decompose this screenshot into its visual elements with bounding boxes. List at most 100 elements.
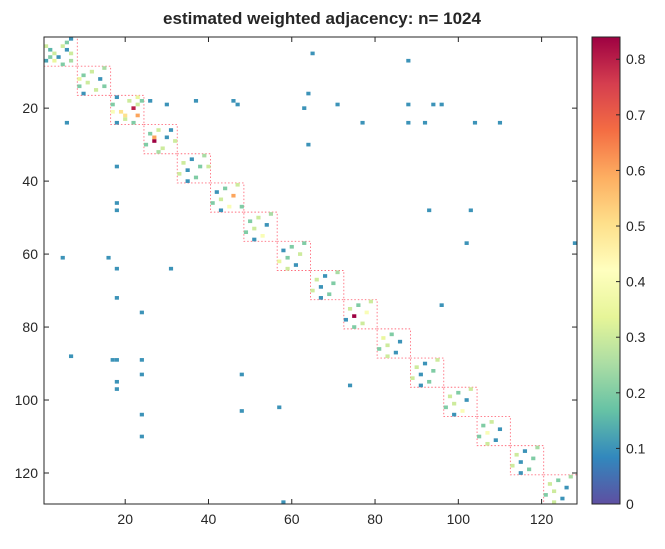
cell	[218, 208, 224, 213]
cell	[439, 102, 444, 107]
cell	[44, 44, 49, 48]
cell	[239, 372, 244, 377]
cell	[306, 91, 311, 96]
cell	[160, 146, 165, 151]
x-tick-label: 20	[117, 511, 133, 527]
cell	[114, 208, 119, 213]
cell	[347, 306, 353, 311]
cell	[139, 99, 144, 103]
cell	[310, 288, 315, 293]
cell	[98, 77, 103, 81]
cell	[252, 237, 257, 242]
cell	[189, 157, 194, 162]
cell	[281, 500, 286, 504]
cell	[377, 347, 382, 351]
cell	[168, 266, 174, 271]
cell	[198, 164, 203, 169]
cell	[235, 182, 240, 187]
cell	[114, 387, 119, 391]
cell	[381, 336, 386, 340]
colorbar-tick-label: 0.5	[626, 218, 646, 234]
chart-title: estimated weighted adjacency: n= 1024	[163, 9, 481, 28]
cell	[281, 248, 286, 253]
cell	[114, 266, 119, 271]
cell	[527, 467, 532, 472]
cell	[289, 244, 294, 249]
cell	[268, 212, 274, 216]
cell	[431, 102, 436, 107]
cell	[131, 106, 136, 110]
cell	[81, 91, 86, 96]
cell	[393, 350, 398, 355]
cell	[85, 80, 90, 85]
cell	[110, 109, 115, 114]
colorbar-tick-label: 0.1	[626, 440, 646, 456]
cell	[193, 175, 199, 180]
x-tick-label: 60	[284, 511, 300, 527]
cell	[360, 120, 365, 125]
cell	[60, 62, 65, 67]
cell	[468, 208, 473, 213]
cell	[102, 84, 107, 89]
cell	[260, 234, 265, 238]
cell	[156, 128, 161, 132]
cell	[139, 434, 144, 439]
adjacency-cells	[44, 37, 577, 504]
cell	[110, 358, 115, 362]
cell	[302, 106, 307, 110]
cell	[302, 241, 307, 245]
cell	[193, 99, 199, 103]
cell	[214, 190, 219, 194]
cell	[427, 208, 432, 213]
cell	[231, 99, 236, 103]
cell	[556, 478, 561, 483]
cell	[518, 460, 523, 464]
cell	[547, 482, 553, 486]
cell	[485, 441, 490, 446]
cell	[68, 354, 74, 359]
cell	[406, 120, 411, 125]
cell	[114, 296, 119, 300]
cell	[460, 409, 465, 413]
cell	[156, 150, 161, 154]
cell	[277, 259, 282, 264]
cell	[347, 383, 353, 388]
cell	[68, 37, 74, 41]
cell	[285, 266, 290, 271]
cell	[235, 102, 240, 107]
cell	[456, 390, 461, 395]
cell	[135, 113, 140, 118]
cell	[477, 434, 482, 439]
cell	[314, 277, 319, 282]
cell	[135, 102, 140, 107]
cell	[152, 135, 157, 140]
cell	[422, 361, 428, 366]
y-tick-label: 20	[22, 100, 38, 116]
cell	[64, 120, 69, 125]
cell	[564, 485, 569, 490]
y-tick-label: 100	[15, 392, 39, 408]
cell	[356, 303, 361, 307]
cell	[106, 255, 111, 260]
cell	[148, 131, 153, 136]
cell	[560, 496, 565, 501]
cell	[543, 493, 548, 497]
cell	[114, 164, 119, 169]
x-tick-label: 100	[447, 511, 471, 527]
y-tick-label: 120	[15, 465, 39, 481]
x-tick-label: 120	[530, 511, 554, 527]
cell	[277, 405, 282, 410]
cell	[335, 270, 340, 275]
cell	[385, 343, 390, 348]
cell	[481, 423, 486, 428]
cell	[435, 358, 440, 362]
cell	[443, 405, 448, 410]
cell	[252, 226, 257, 231]
colorbar-tick-label: 0.7	[626, 107, 646, 123]
cell	[227, 204, 232, 209]
cell	[410, 376, 415, 380]
cell	[48, 47, 53, 52]
cell	[439, 303, 444, 307]
cell	[164, 135, 169, 140]
cell	[185, 179, 190, 183]
